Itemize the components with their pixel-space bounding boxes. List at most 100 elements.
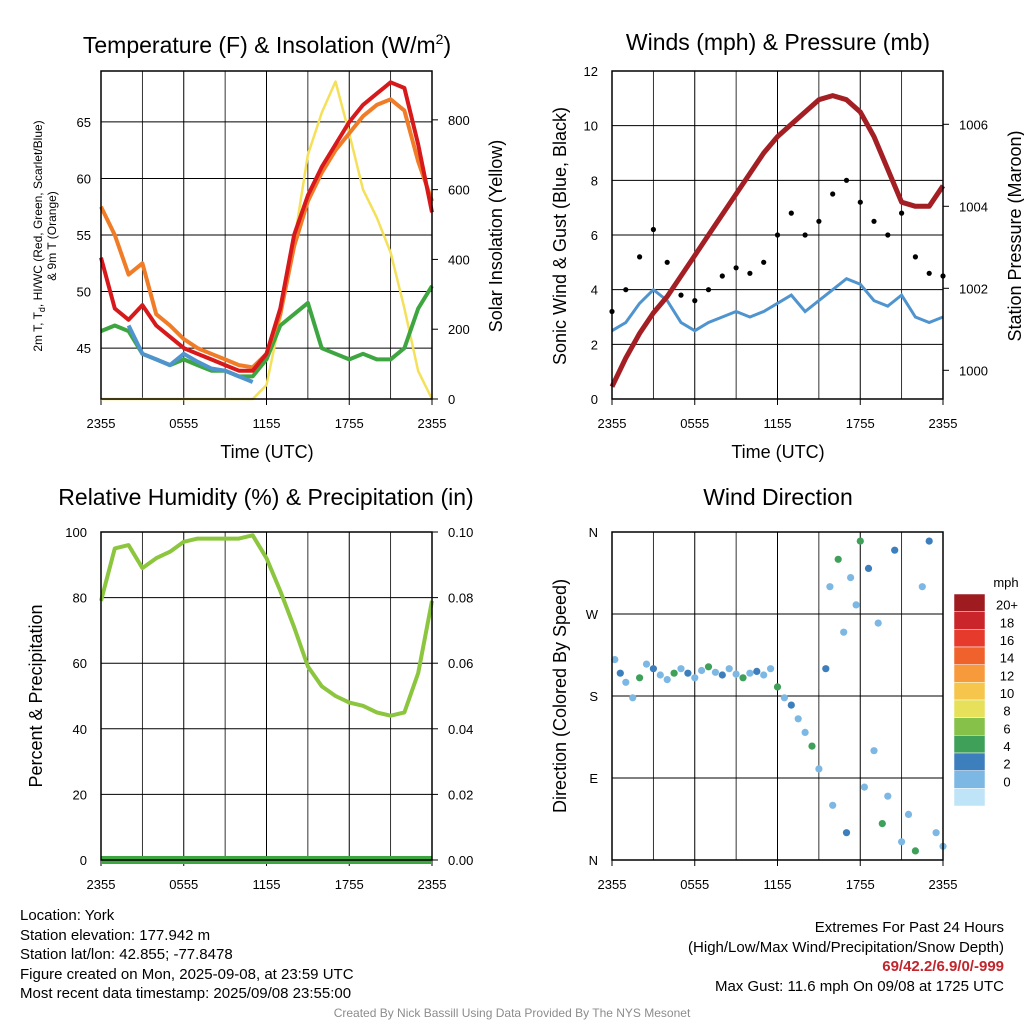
temp-x-tick-label: 2355 (87, 416, 116, 431)
dir-legend-title: mph (993, 575, 1018, 590)
legend-swatch (953, 646, 986, 665)
dir-point (808, 742, 816, 750)
legend-swatch (953, 629, 986, 648)
temp-y2-tick-label: 400 (448, 252, 470, 267)
dir-panel-title: Wind Direction (703, 484, 853, 510)
wind-y2-axis-label: Station Pressure (Maroon) (1005, 130, 1024, 341)
recent-timestamp: Most recent data timestamp: 2025/09/08 2… (20, 985, 352, 1002)
winds-chart: 2355 0555 1155 1755 235502468101210001002100… (584, 64, 988, 431)
extremes-box: Extremes For Past 24 Hours (High/Low/Max… (688, 918, 1004, 996)
dir-point (691, 674, 699, 682)
wind-gust-point (871, 218, 877, 224)
dir-point (918, 583, 926, 591)
legend-label: 20+ (996, 598, 1018, 613)
wind-plot-frame (611, 70, 944, 400)
wind-gust-point (761, 259, 767, 265)
rh-y-tick-label: 60 (73, 656, 87, 671)
rh-y2-tick-label: 0.06 (448, 656, 473, 671)
wind-gust-point (692, 298, 698, 304)
temp-x-tick-label: 1155 (253, 416, 281, 431)
legend-swatch (953, 788, 986, 807)
legend-label: 14 (1000, 651, 1014, 666)
dir-point (753, 667, 761, 676)
wind-y-tick-label: 0 (591, 392, 598, 407)
temp-y2-tick-label: 200 (448, 322, 470, 337)
wind-y-tick-label: 8 (591, 173, 598, 188)
legend-swatch (953, 664, 986, 683)
temp-x-axis-label: Time (UTC) (220, 442, 313, 462)
temp-panel-title: Temperature (F) & Insolation (W/m2) (83, 31, 451, 58)
dir-point (904, 810, 913, 819)
rh-x-tick-label: 1155 (253, 877, 281, 892)
rh-x-tick-label: 2355 (418, 877, 447, 892)
rh-y2-tick-label: 0.00 (448, 853, 473, 868)
dir-point (704, 663, 713, 671)
dir-point (852, 601, 860, 609)
legend-label: 10 (1000, 686, 1014, 701)
extremes-values: 69/42.2/6.9/0/-999 (882, 958, 1004, 975)
dir-point (829, 801, 837, 809)
temp-y-axis-label: 2m T, Td, HI/WC (Red, Green, Scarlet/Blu… (31, 120, 47, 351)
wind-y-tick-label: 6 (591, 228, 598, 243)
rh-y2-tick-label: 0.10 (448, 525, 473, 540)
dir-point (932, 829, 940, 837)
extremes-heading: Extremes For Past 24 Hours (814, 919, 1004, 936)
wind-gust-point (705, 287, 712, 293)
dir-point (698, 666, 706, 675)
dir-point (870, 747, 878, 755)
dir-point (739, 674, 747, 682)
dir-point (874, 619, 882, 627)
dir-point (649, 665, 658, 673)
dir-x-tick-label: 2355 (929, 877, 958, 892)
dir-point (760, 671, 768, 679)
wind-gust-point (650, 226, 657, 233)
rh-y-tick-label: 40 (73, 722, 87, 737)
legend-swatch (953, 735, 986, 754)
wind-gust-point (623, 287, 629, 293)
dir-point (725, 665, 733, 673)
dir-point (826, 583, 834, 591)
legend-swatch (953, 593, 986, 612)
wind-gust-point (733, 265, 739, 271)
dir-point (822, 665, 830, 673)
wind-y-tick-label: 10 (584, 119, 598, 134)
dir-point (711, 668, 720, 676)
legend-label: 16 (1000, 633, 1014, 648)
station-info: Location: York Station elevation: 177.94… (20, 906, 354, 1004)
rh-series-relative-humidity (99, 533, 434, 718)
dir-point (732, 670, 740, 678)
dir-point (891, 546, 899, 554)
wind-y2-tick-label: 1002 (959, 281, 988, 296)
wind-gust-point (816, 218, 822, 224)
dir-point (773, 683, 782, 691)
dir-point (847, 574, 855, 582)
legend-label: 4 (1003, 739, 1010, 754)
rh-y2-tick-label: 0.02 (448, 787, 473, 802)
legend-label: 6 (1003, 721, 1010, 736)
temp-series-2m-t (99, 80, 434, 373)
dir-y-tick-label: N (589, 525, 598, 540)
rh-y-axis-label: Percent & Precipitation (26, 604, 46, 787)
wind-gust-point (637, 254, 643, 260)
temp-x-tick-label: 0555 (169, 416, 198, 431)
dir-point (611, 656, 619, 664)
wind-series-station-pressure (609, 93, 946, 388)
legend-label: 12 (1000, 668, 1014, 683)
temp-y-tick-label: 45 (77, 341, 91, 356)
dir-point (616, 669, 624, 677)
temp-y-tick-label: 55 (77, 228, 91, 243)
wind-y2-tick-label: 1000 (959, 363, 988, 378)
wind-x-tick-label: 0555 (680, 416, 709, 431)
dir-point (864, 564, 873, 573)
wind-gust-point (926, 270, 932, 276)
wind-gust-point (857, 199, 863, 205)
max-gust: Max Gust: 11.6 mph On 09/08 at 1725 UTC (714, 977, 1004, 995)
dir-y-axis-label: Direction (Colored By Speed) (550, 579, 570, 813)
wind-gust-point (899, 210, 905, 216)
rh-y-tick-label: 20 (73, 787, 87, 802)
temp-y2-tick-label: 0 (448, 392, 455, 407)
dir-point (801, 728, 809, 737)
dir-point (911, 847, 920, 855)
temp-y-tick-label: 65 (77, 115, 91, 130)
